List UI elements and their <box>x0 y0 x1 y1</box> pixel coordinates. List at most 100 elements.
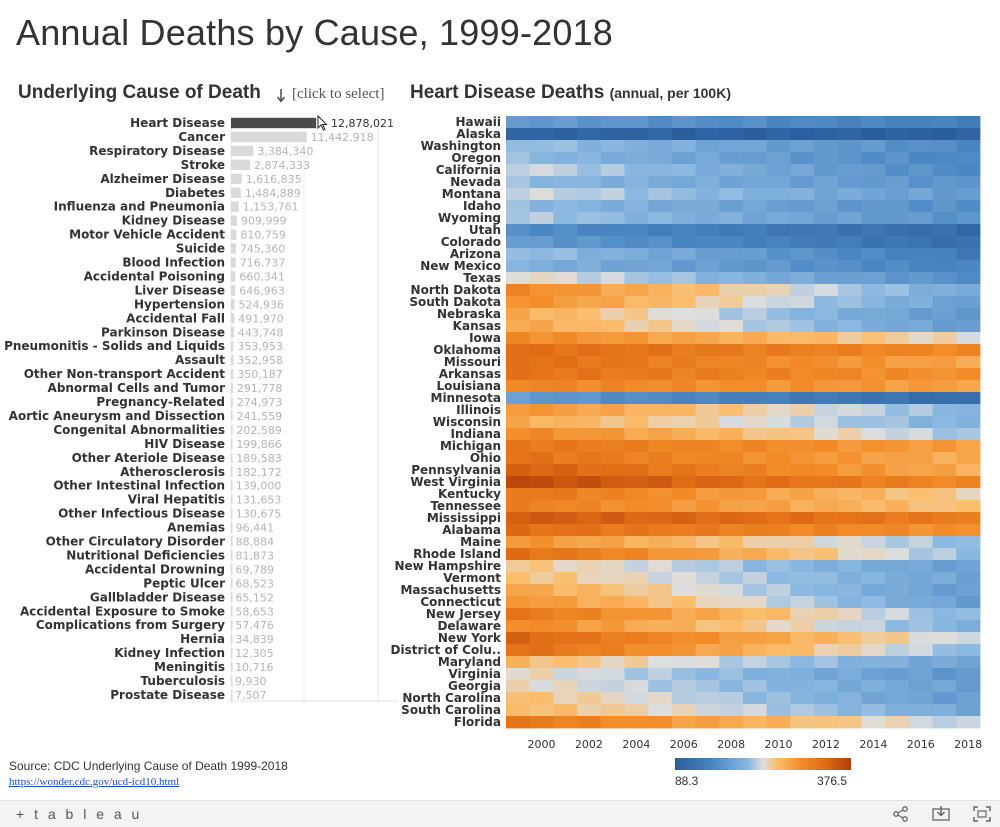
bar[interactable] <box>231 647 233 659</box>
heatmap-cell[interactable] <box>529 584 554 597</box>
heatmap-cell[interactable] <box>956 128 981 141</box>
heatmap-cell[interactable] <box>885 236 910 249</box>
heatmap-cell[interactable] <box>529 380 554 393</box>
heatmap-cell[interactable] <box>908 452 933 465</box>
heatmap-cell[interactable] <box>695 716 720 729</box>
heatmap-cell[interactable] <box>624 176 649 189</box>
heatmap-cell[interactable] <box>695 512 720 525</box>
heatmap-cell[interactable] <box>719 656 744 669</box>
heatmap-cell[interactable] <box>956 200 981 213</box>
heatmap-cell[interactable] <box>577 680 602 693</box>
heatmap-cell[interactable] <box>956 404 981 417</box>
heatmap-cell[interactable] <box>600 644 625 657</box>
heatmap-cell[interactable] <box>837 524 862 537</box>
heatmap-cell[interactable] <box>814 476 839 489</box>
category-label[interactable]: Anemias <box>167 521 225 535</box>
heatmap-cell[interactable] <box>956 392 981 405</box>
heatmap-cell[interactable] <box>577 308 602 321</box>
heatmap-cell[interactable] <box>553 440 578 453</box>
heatmap-cell[interactable] <box>553 464 578 477</box>
heatmap-cell[interactable] <box>908 428 933 441</box>
heatmap-cell[interactable] <box>600 308 625 321</box>
heatmap-cell[interactable] <box>766 560 791 573</box>
heatmap-cell[interactable] <box>506 440 531 453</box>
heatmap-cell[interactable] <box>506 464 531 477</box>
heatmap-cell[interactable] <box>837 620 862 633</box>
heatmap-cell[interactable] <box>624 476 649 489</box>
heatmap-cell[interactable] <box>766 392 791 405</box>
tableau-logo[interactable]: + t a b l e a u <box>16 806 143 822</box>
heatmap-cell[interactable] <box>790 464 815 477</box>
heatmap-cell[interactable] <box>671 536 696 549</box>
heatmap-cell[interactable] <box>743 500 768 513</box>
heatmap-cell[interactable] <box>529 224 554 237</box>
heatmap-cell[interactable] <box>719 200 744 213</box>
heatmap-cell[interactable] <box>577 392 602 405</box>
bar[interactable] <box>231 578 233 589</box>
heatmap-cell[interactable] <box>837 416 862 429</box>
heatmap-cell[interactable] <box>719 632 744 645</box>
heatmap-cell[interactable] <box>956 152 981 165</box>
heatmap-cell[interactable] <box>885 548 910 561</box>
heatmap-cell[interactable] <box>719 596 744 609</box>
heatmap-cell[interactable] <box>695 416 720 429</box>
heatmap-cell[interactable] <box>814 260 839 273</box>
heatmap-cell[interactable] <box>695 596 720 609</box>
heatmap-cell[interactable] <box>624 536 649 549</box>
heatmap-cell[interactable] <box>790 404 815 417</box>
heatmap-cell[interactable] <box>932 452 957 465</box>
heatmap-cell[interactable] <box>624 332 649 345</box>
heatmap-cell[interactable] <box>648 620 673 633</box>
bar[interactable] <box>231 438 233 450</box>
heatmap-cell[interactable] <box>553 272 578 285</box>
heatmap-cell[interactable] <box>743 224 768 237</box>
heatmap-cell[interactable] <box>553 548 578 561</box>
heatmap-cell[interactable] <box>506 404 531 417</box>
heatmap-cell[interactable] <box>743 404 768 417</box>
heatmap-cell[interactable] <box>671 188 696 201</box>
heatmap-cell[interactable] <box>648 560 673 573</box>
heatmap-cell[interactable] <box>837 560 862 573</box>
heatmap-cell[interactable] <box>814 140 839 153</box>
category-label[interactable]: Heart Disease <box>130 116 225 130</box>
heatmap-cell[interactable] <box>600 572 625 585</box>
heatmap-cell[interactable] <box>814 356 839 369</box>
heatmap-cell[interactable] <box>648 464 673 477</box>
heatmap-cell[interactable] <box>885 560 910 573</box>
heatmap-cell[interactable] <box>719 572 744 585</box>
heatmap-cell[interactable] <box>814 380 839 393</box>
bar[interactable] <box>231 159 251 171</box>
heatmap-cell[interactable] <box>885 428 910 441</box>
heatmap-cell[interactable] <box>790 332 815 345</box>
heatmap-cell[interactable] <box>506 176 531 189</box>
heatmap-cell[interactable] <box>932 488 957 501</box>
category-label[interactable]: Tuberculosis <box>141 674 225 688</box>
heatmap-cell[interactable] <box>743 560 768 573</box>
heatmap-cell[interactable] <box>837 368 862 381</box>
category-label[interactable]: Pregnancy-Related <box>96 395 225 409</box>
bar[interactable] <box>231 341 234 352</box>
heatmap-cell[interactable] <box>885 344 910 357</box>
heatmap-cell[interactable] <box>743 608 768 621</box>
heatmap-cell[interactable] <box>908 608 933 621</box>
bar[interactable] <box>231 620 233 631</box>
heatmap-cell[interactable] <box>932 680 957 693</box>
heatmap-cell[interactable] <box>766 680 791 693</box>
heatmap-cell[interactable] <box>719 584 744 597</box>
heatmap-cell[interactable] <box>695 368 720 381</box>
bar[interactable] <box>231 410 233 422</box>
heatmap-cell[interactable] <box>766 536 791 549</box>
heatmap-cell[interactable] <box>837 332 862 345</box>
heatmap-cell[interactable] <box>956 380 981 393</box>
heatmap-cell[interactable] <box>600 668 625 681</box>
heatmap-cell[interactable] <box>719 536 744 549</box>
heatmap-cell[interactable] <box>695 560 720 573</box>
bar[interactable] <box>231 592 233 603</box>
heatmap-cell[interactable] <box>814 332 839 345</box>
heatmap-cell[interactable] <box>814 704 839 717</box>
heatmap-cell[interactable] <box>743 536 768 549</box>
heatmap-cell[interactable] <box>932 428 957 441</box>
heatmap-cell[interactable] <box>932 524 957 537</box>
heatmap-cell[interactable] <box>695 116 720 129</box>
heatmap-cell[interactable] <box>956 572 981 585</box>
